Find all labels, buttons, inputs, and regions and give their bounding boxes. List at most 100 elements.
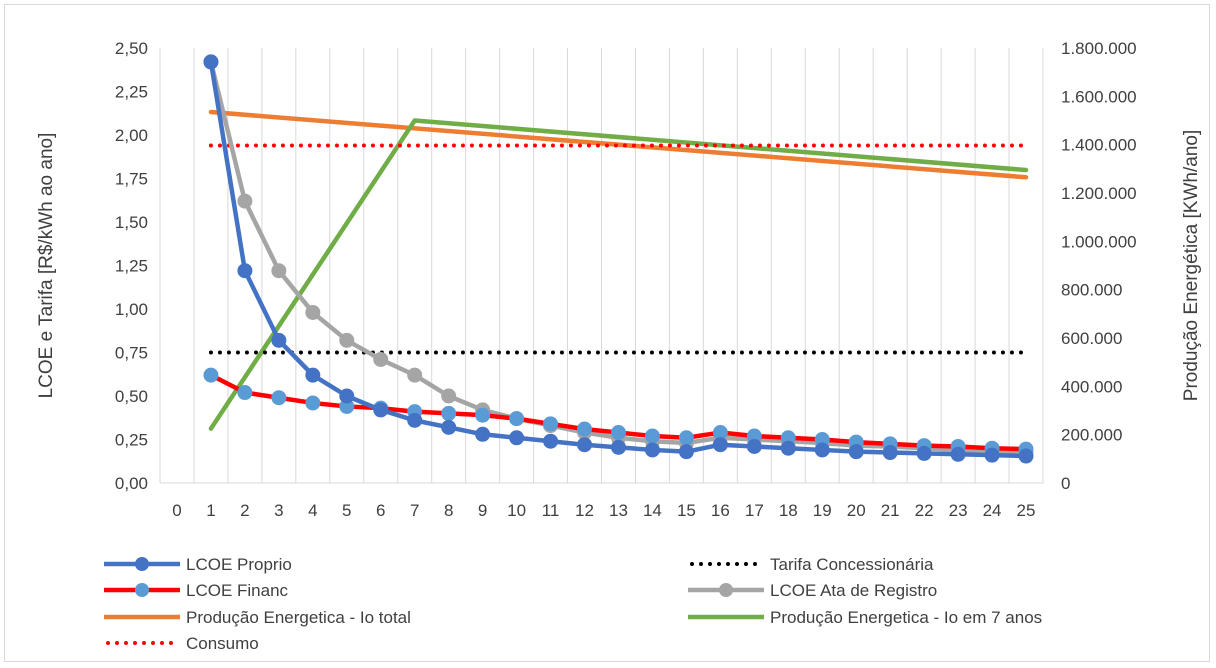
y2-tick-label: 1.400.000 [1061, 136, 1137, 155]
data-point-lcoe-proprio [1018, 448, 1034, 464]
data-point-lcoe-ata-de-registro [373, 351, 389, 367]
data-point-lcoe-proprio [610, 439, 626, 455]
x-tick-label: 16 [711, 501, 730, 520]
x-tick-label: 4 [308, 501, 317, 520]
data-point-lcoe-proprio [780, 440, 796, 456]
series-layer [203, 54, 1034, 464]
x-tick-label: 15 [677, 501, 696, 520]
data-point-lcoe-proprio [984, 447, 1000, 463]
data-point-lcoe-ata-de-registro [407, 367, 423, 383]
data-point-lcoe-proprio [203, 54, 219, 70]
data-point-lcoe-proprio [475, 426, 491, 442]
legend-marker-lcoe-financ [135, 583, 149, 597]
data-point-lcoe-financ [203, 367, 219, 383]
data-point-lcoe-proprio [441, 419, 457, 435]
x-tick-label: 5 [342, 501, 351, 520]
y2-tick-label: 1.600.000 [1061, 87, 1137, 106]
data-point-lcoe-proprio [509, 430, 525, 446]
series-line-produ-o-energetica-io-em-7-anos [208, 118, 1029, 431]
data-point-lcoe-proprio [712, 437, 728, 453]
x-tick-label: 12 [575, 501, 594, 520]
y-tick-label: 0,75 [115, 344, 148, 363]
x-tick-label: 18 [779, 501, 798, 520]
x-tick-label: 9 [478, 501, 487, 520]
data-point-lcoe-financ [271, 390, 287, 406]
y-tick-label: 0,00 [115, 474, 148, 493]
data-point-lcoe-financ [441, 405, 457, 421]
y-tick-label: 2,50 [115, 39, 148, 58]
x-tick-label: 2 [240, 501, 249, 520]
data-point-lcoe-proprio [644, 442, 660, 458]
data-point-lcoe-proprio [305, 367, 321, 383]
grid-lines [159, 48, 1044, 484]
x-tick-label: 22 [915, 501, 934, 520]
data-point-lcoe-ata-de-registro [339, 332, 355, 348]
data-point-lcoe-proprio [882, 445, 898, 461]
right-axis-ticks: 0 200.000 400.000 600.000 800.000 1.000.000 1.… [1061, 39, 1137, 493]
y2-tick-label: 800.000 [1061, 281, 1122, 300]
data-point-lcoe-financ [610, 425, 626, 441]
x-tick-label: 8 [444, 501, 453, 520]
data-point-lcoe-proprio [271, 332, 287, 348]
y-tick-label: 2,00 [115, 126, 148, 145]
y2-tick-label: 1.800.000 [1061, 39, 1137, 58]
data-point-lcoe-proprio [373, 402, 389, 418]
data-point-lcoe-proprio [543, 433, 559, 449]
legend-marker-lcoe-ata-de-registro [719, 583, 733, 597]
x-tick-label: 11 [542, 501, 560, 520]
left-axis-ticks: 0,00 0,25 0,50 0,75 1,00 1,25 1,50 1,75 2,00 2,25… [115, 39, 148, 493]
data-point-lcoe-proprio [814, 442, 830, 458]
y-tick-label: 1,25 [115, 257, 148, 276]
data-point-lcoe-ata-de-registro [441, 388, 457, 404]
y2-tick-label: 1.000.000 [1061, 232, 1137, 251]
data-point-lcoe-ata-de-registro [271, 263, 287, 279]
x-tick-label: 25 [1017, 501, 1036, 520]
legend-label-lcoe-financ: LCOE Financ [186, 581, 289, 600]
x-tick-label: 3 [274, 501, 283, 520]
y-tick-label: 1,50 [115, 213, 148, 232]
data-point-lcoe-financ [305, 395, 321, 411]
y-tick-label: 1,00 [115, 300, 148, 319]
x-tick-label: 17 [745, 501, 764, 520]
x-tick-label: 19 [813, 501, 832, 520]
x-tick-label: 13 [609, 501, 628, 520]
x-tick-label: 7 [410, 501, 419, 520]
legend-label-lcoe-proprio: LCOE Proprio [186, 555, 292, 574]
data-point-lcoe-ata-de-registro [237, 193, 253, 209]
y-tick-label: 2,25 [115, 83, 148, 102]
right-axis-title: Produção Energética [KWh/ano] [1181, 130, 1202, 401]
data-point-lcoe-proprio [916, 445, 932, 461]
y2-tick-label: 400.000 [1061, 377, 1122, 396]
legend: LCOE Proprio Tarifa Concessionária LCOE Fi… [104, 555, 1042, 653]
y-tick-label: 0,25 [115, 431, 148, 450]
data-point-lcoe-financ [237, 385, 253, 401]
data-point-lcoe-proprio [339, 388, 355, 404]
data-point-lcoe-financ [678, 430, 694, 446]
x-tick-label: 23 [949, 501, 968, 520]
data-point-lcoe-financ [577, 421, 593, 437]
x-tick-label: 21 [881, 501, 900, 520]
data-point-lcoe-proprio [237, 263, 253, 279]
legend-label-lcoe-ata-de-registro: LCOE Ata de Registro [770, 581, 937, 600]
data-point-lcoe-ata-de-registro [305, 304, 321, 320]
data-point-lcoe-financ [543, 416, 559, 432]
series-line-produ-o-energetica-io-total [208, 109, 1029, 180]
data-point-lcoe-proprio [746, 438, 762, 454]
legend-label-produ-o-energetica-io-em-7-anos: Produção Energetica - Io em 7 anos [770, 608, 1042, 627]
x-tick-label: 14 [643, 501, 662, 520]
y-tick-label: 1,75 [115, 170, 148, 189]
data-point-lcoe-proprio [678, 444, 694, 460]
x-tick-label: 6 [376, 501, 385, 520]
data-point-lcoe-proprio [950, 446, 966, 462]
y2-tick-label: 200.000 [1061, 426, 1122, 445]
legend-label-tarifa-concession-ria: Tarifa Concessionária [770, 555, 934, 574]
y-tick-label: 0,50 [115, 387, 148, 406]
left-axis-title: LCOE e Tarifa [R$/kWh ao ano] [36, 133, 57, 399]
legend-label-consumo: Consumo [186, 634, 259, 653]
data-point-lcoe-proprio [407, 412, 423, 428]
legend-label-produ-o-energetica-io-total: Produção Energetica - Io total [186, 608, 411, 627]
x-tick-label: 24 [983, 501, 1002, 520]
x-tick-label: 1 [206, 501, 215, 520]
data-point-lcoe-financ [644, 428, 660, 444]
